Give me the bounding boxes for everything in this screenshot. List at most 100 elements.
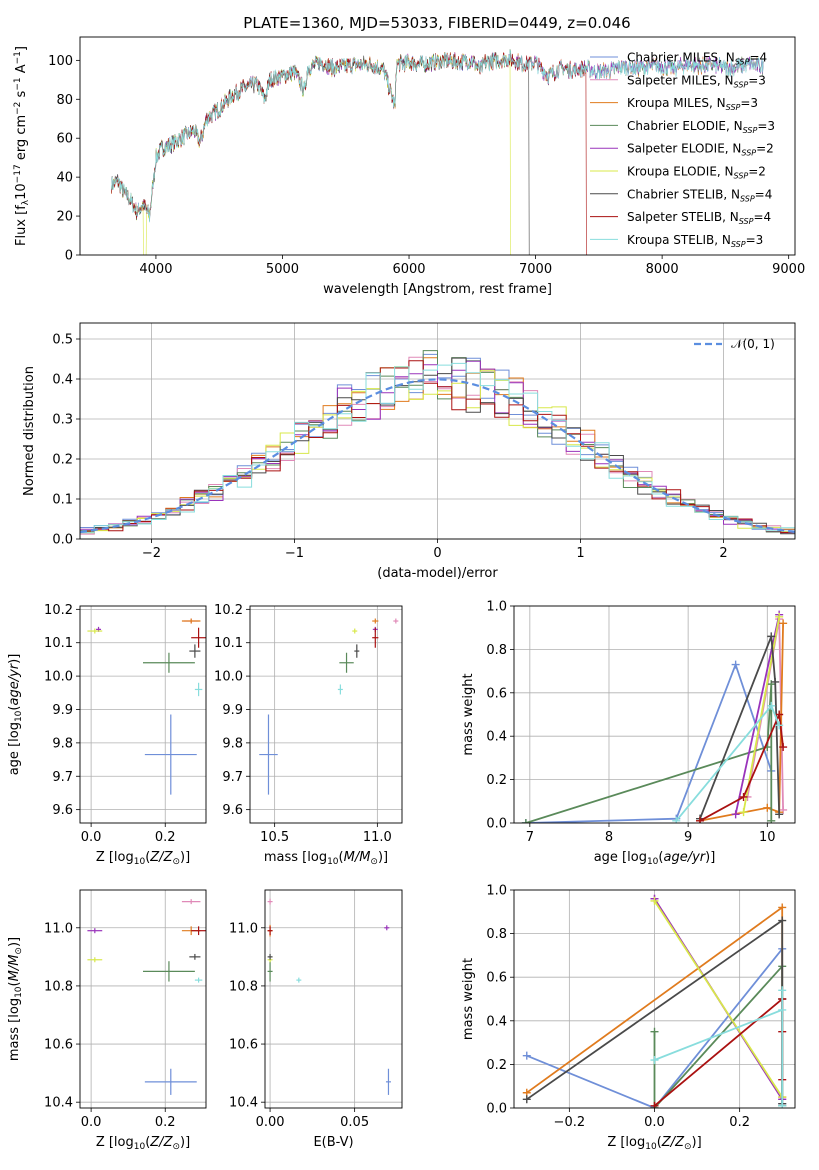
x-tick-label: 4000: [139, 262, 172, 277]
weight-marker-chabrier-miles: [731, 660, 740, 669]
histogram-salpeter-stelib: [80, 360, 795, 539]
errorbar-point-chabrier-miles: [385, 1068, 391, 1095]
y-tick-label: 11.0: [229, 921, 258, 936]
x-tick-label: 7000: [519, 262, 552, 277]
axes-frame: [79, 889, 207, 1109]
plot-area: [267, 898, 391, 1095]
weight-line-kroupa-stelib: [675, 704, 781, 822]
axes-frame: [264, 889, 403, 1109]
y-tick-label: 10.1: [214, 636, 243, 651]
errorbar-point-salpeter-miles: [393, 618, 399, 624]
y-axis-label: age [log10(age/yr)]: [7, 654, 24, 776]
y-tick-label: 0.3: [52, 413, 73, 428]
x-axis-label: wavelength [Angstrom, rest frame]: [323, 282, 552, 297]
weight-marker-kroupa-stelib: [672, 816, 681, 823]
gaussian-reference-curve: [80, 378, 795, 534]
errorbar-point-kroupa-stelib: [194, 682, 203, 697]
legend-entry: Chabrier ELODIE, NSSP=3: [627, 119, 775, 135]
y-tick-label: 10.2: [214, 603, 243, 618]
axes-frame: [249, 605, 403, 824]
weight-marker-salpeter-stelib: [779, 743, 788, 752]
y-tick-label: 60: [56, 132, 73, 147]
legend-entry: Chabrier MILES, NSSP=4: [627, 51, 767, 67]
x-tick-label: 0.2: [155, 830, 176, 845]
errorbar-point-kroupa-elodie: [87, 957, 103, 963]
x-tick-label: −0.2: [554, 1115, 586, 1130]
y-tick-label: 0.4: [52, 373, 73, 388]
y-tick-label: 0.2: [486, 1058, 507, 1073]
weight-marker-kroupa-miles: [779, 619, 788, 628]
y-tick-label: 10.6: [229, 1038, 258, 1053]
weight-marker-chabrier-stelib: [522, 1095, 531, 1104]
plot-area: [521, 610, 788, 823]
y-tick-label: 10.8: [44, 979, 73, 994]
x-tick-label: 0.00: [256, 1115, 285, 1130]
weight-line-salpeter-stelib: [699, 711, 784, 822]
x-tick-label: 0.2: [729, 1115, 750, 1130]
weight-marker-kroupa-elodie: [739, 808, 748, 817]
plot-area: [80, 350, 795, 539]
x-axis-label: mass [log10(M/M⊙)]: [264, 850, 388, 867]
plot-area: [87, 618, 206, 795]
x-tick-label: −2: [142, 546, 161, 561]
errorbar-point-chabrier-stelib: [189, 953, 201, 960]
errorbar-point-salpeter-miles: [267, 898, 273, 905]
x-tick-label: 8000: [646, 262, 679, 277]
axes-frame: [79, 36, 796, 256]
errorbar-point-chabrier-stelib: [189, 644, 201, 658]
y-tick-label: 0.0: [486, 1102, 507, 1117]
weight-marker-kroupa-stelib: [778, 1101, 787, 1108]
y-tick-label: 0.1: [52, 493, 73, 508]
weight-line-chabrier-stelib: [699, 636, 781, 820]
weight-line-kroupa-elodie: [653, 900, 783, 1098]
y-tick-label: 10.6: [44, 1038, 73, 1053]
weight-marker-salpeter-stelib: [739, 792, 748, 801]
y-tick-label: 10.0: [44, 670, 73, 685]
errorbar-point-kroupa-stelib: [194, 977, 203, 983]
x-tick-label: 0.2: [155, 1115, 176, 1130]
legend-entry: Kroupa STELIB, NSSP=3: [627, 233, 763, 249]
plot-area: [259, 618, 399, 795]
y-tick-label: 0.0: [52, 533, 73, 548]
x-axis-label: Z [log10(Z/Z⊙)]: [607, 1135, 701, 1152]
x-tick-label: −1: [285, 546, 304, 561]
errorbar-point-chabrier-elodie: [143, 652, 195, 673]
x-tick-label: 10: [759, 830, 776, 845]
y-tick-label: 0.4: [486, 730, 507, 745]
panel-Z-mass-weight: −0.2 0.0 0.2 0.0 0.2 0.4 0.6 0.8 1.0 Z [log10(Z/Z…: [461, 884, 796, 1152]
y-axis-label: Normed distribution: [22, 366, 37, 496]
weight-line-kroupa-stelib: [654, 990, 784, 1106]
plot-area: [522, 894, 787, 1108]
y-tick-label: 0.0: [486, 817, 507, 832]
errorbar-point-salpeter-stelib: [267, 926, 273, 936]
errorbar-point-salpeter-stelib: [191, 926, 206, 936]
y-tick-label: 9.7: [222, 770, 243, 785]
legend: Chabrier MILES, NSSP=4 Salpeter MILES, NS…: [590, 51, 775, 249]
panel-spectrum: 4000 5000 6000 7000 8000 9000 0 20 40 60 80 100 wave…: [13, 36, 805, 297]
errorbar-point-chabrier-stelib: [354, 644, 360, 658]
panel-mass-age: 10.5 11.0 9.6 9.7 9.8 9.9 10.0 10.1 10.2 mass [lo…: [214, 603, 403, 867]
errorbar-point-salpeter-elodie: [87, 928, 103, 934]
plot-area: [111, 49, 764, 255]
weight-marker-chabrier-miles: [522, 1051, 531, 1060]
errorbar-point-kroupa-elodie: [87, 628, 103, 634]
x-tick-label: 2: [719, 546, 727, 561]
panel-age-mass-weight: 7 8 9 10 0.0 0.2 0.4 0.6 0.8 1.0 age [log10(age/yr…: [461, 600, 796, 867]
legend-entry: Salpeter ELODIE, NSSP=2: [627, 142, 774, 158]
panel-Z-age: 0.0 0.2 9.6 9.7 9.8 9.9 10.0 10.1 10.2 Z [log10(Z…: [7, 603, 207, 867]
legend-entry-gaussian: 𝒩(0, 1): [731, 337, 775, 351]
weight-marker-kroupa-stelib: [778, 1005, 787, 1014]
plot-area: [87, 899, 206, 1095]
weight-marker-kroupa-stelib: [650, 1056, 659, 1065]
weight-marker-kroupa-miles: [778, 903, 787, 912]
y-tick-label: 10.4: [229, 1096, 258, 1111]
y-tick-label: 0.2: [52, 453, 73, 468]
x-tick-label: 9000: [772, 262, 805, 277]
x-tick-label: 0.0: [81, 830, 102, 845]
errorbar-point-salpeter-miles: [181, 899, 201, 905]
y-tick-label: 100: [48, 54, 73, 69]
weight-marker-chabrier-elodie: [650, 1027, 659, 1036]
y-axis-label: mass [log10(M/M⊙)]: [7, 937, 24, 1061]
weight-marker-kroupa-miles: [763, 803, 772, 812]
